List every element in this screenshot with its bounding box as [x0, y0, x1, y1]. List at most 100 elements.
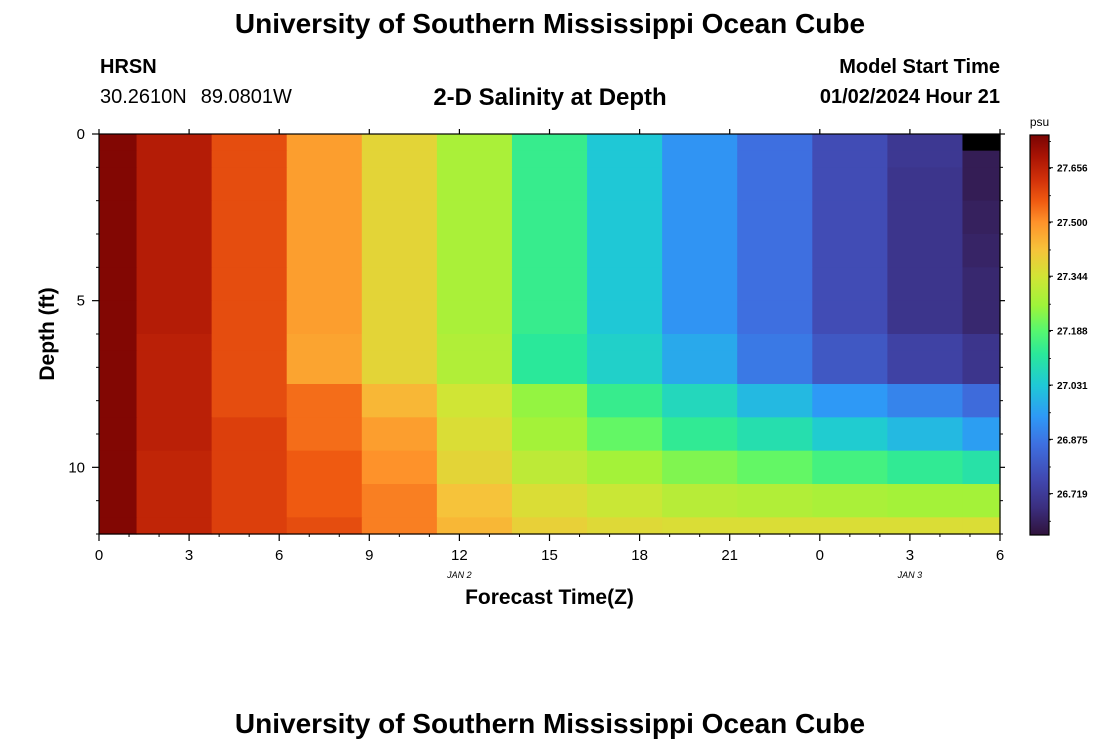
heatmap-cell [962, 267, 1001, 302]
heatmap-cell [286, 150, 363, 168]
heatmap-cell [887, 517, 964, 535]
heatmap-cell [587, 517, 663, 535]
heatmap-cell [737, 384, 813, 418]
heatmap-cell [99, 300, 138, 335]
heatmap-cell [361, 167, 438, 202]
heatmap-cell [812, 150, 888, 168]
heatmap-cell [511, 484, 588, 518]
heatmap-cell [99, 334, 138, 352]
heatmap-cell [99, 150, 138, 168]
heatmap-cell [662, 484, 738, 518]
heatmap-cell [211, 350, 288, 385]
colorbar-tick-label: 27.656 [1057, 164, 1088, 175]
heatmap-cell [887, 134, 964, 152]
heatmap-cell [587, 484, 663, 518]
heatmap-cell [136, 150, 213, 168]
y-tick-label: 5 [77, 293, 85, 310]
heatmap-cell [887, 384, 964, 418]
heatmap-cell [662, 167, 738, 202]
heatmap-cell [662, 267, 738, 302]
heatmap-cell [136, 484, 213, 518]
heatmap-cell [812, 200, 888, 235]
heatmap-cell [962, 134, 1001, 152]
heatmap-cell [99, 234, 138, 268]
heatmap-cell [361, 300, 438, 335]
heatmap-cell [136, 350, 213, 385]
heatmap-cell [587, 350, 663, 385]
x-tick-label: 6 [996, 547, 1004, 564]
heatmap-cell [211, 417, 288, 452]
heatmap-cell [737, 484, 813, 518]
heatmap-cell [436, 384, 513, 418]
heatmap-cell [662, 234, 738, 268]
heatmap-cell [737, 350, 813, 385]
heatmap-cell [136, 334, 213, 352]
date-label: JAN 3 [897, 570, 923, 580]
heatmap-cell [587, 134, 663, 152]
heatmap-cell [511, 234, 588, 268]
heatmap-cell [662, 334, 738, 352]
heatmap-cell [136, 384, 213, 418]
heatmap-cell [812, 300, 888, 335]
heatmap-cell [962, 517, 1001, 535]
heatmap-cell [286, 234, 363, 268]
heatmap-cell [136, 267, 213, 302]
heatmap-cell [436, 517, 513, 535]
heatmap-cell [211, 200, 288, 235]
heatmap-cell [211, 517, 288, 535]
heatmap-cell [286, 484, 363, 518]
heatmap-cell [511, 267, 588, 302]
heatmap-cell [962, 300, 1001, 335]
x-tick-label: 0 [95, 547, 103, 564]
heatmap-cell [587, 384, 663, 418]
heatmap-cell [812, 517, 888, 535]
heatmap-cell [436, 150, 513, 168]
heatmap-cell [436, 234, 513, 268]
x-tick-label: 18 [631, 547, 648, 564]
heatmap-cell [136, 134, 213, 152]
heatmap-cell [286, 267, 363, 302]
heatmap-cell [511, 384, 588, 418]
heatmap-cell [286, 350, 363, 385]
x-tick-label: 3 [906, 547, 914, 564]
heatmap-cell [99, 517, 138, 535]
colorbar-tick-label: 27.188 [1057, 326, 1088, 337]
heatmap-cell [361, 150, 438, 168]
y-tick-label: 0 [77, 126, 85, 143]
colorbar-scale [1029, 134, 1050, 536]
heatmap-cell [962, 417, 1001, 452]
longitude: 89.0801W [200, 86, 292, 108]
colorbar-tick-label: 27.344 [1057, 272, 1088, 283]
heatmap-cell [511, 200, 588, 235]
heatmap-cell [662, 384, 738, 418]
heatmap-cell [662, 417, 738, 452]
page-title: University of Southern Mississippi Ocean… [234, 8, 866, 39]
heatmap-cell [962, 200, 1001, 235]
heatmap-cell [812, 350, 888, 385]
heatmap-cell [887, 334, 964, 352]
heatmap-cell [211, 384, 288, 418]
heatmap-cell [211, 150, 288, 168]
heatmap-cell [962, 150, 1001, 168]
heatmap-cell [962, 334, 1001, 352]
heatmap-cell [511, 334, 588, 352]
heatmap-cell [436, 300, 513, 335]
heatmap-cell [662, 150, 738, 168]
heatmap-cell [737, 167, 813, 202]
heatmap-cell [436, 450, 513, 485]
heatmap-cell [511, 167, 588, 202]
heatmap-cell [511, 150, 588, 168]
heatmap-cell [587, 300, 663, 335]
heatmap-cell [737, 134, 813, 152]
latitude: 30.2610N [100, 86, 187, 108]
heatmap-cell [211, 267, 288, 302]
model-start-label: Model Start Time [839, 56, 1000, 78]
heatmap-cell [361, 517, 438, 535]
heatmap-cell [211, 450, 288, 485]
heatmap-cell [587, 150, 663, 168]
heatmap-cell [887, 417, 964, 452]
heatmap-cell [662, 450, 738, 485]
heatmap-cell [286, 334, 363, 352]
colorbar-unit: psu [1030, 115, 1049, 129]
x-tick-label: 6 [275, 547, 283, 564]
